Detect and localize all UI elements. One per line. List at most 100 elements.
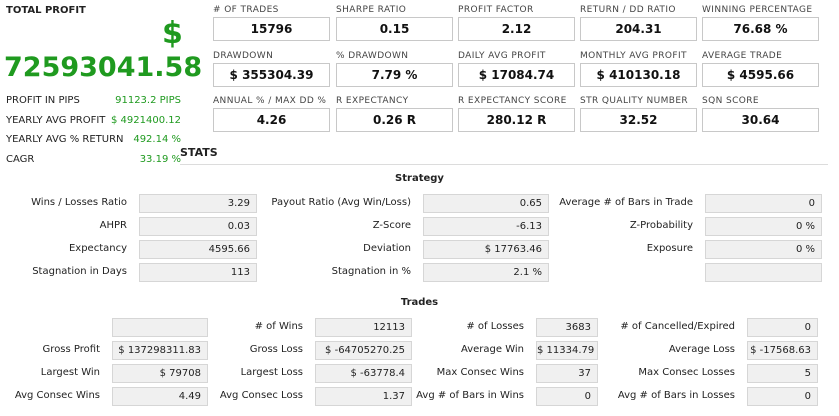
trades-label: Avg Consec Loss [219, 390, 303, 401]
strategy-value: -6.13 [423, 217, 549, 236]
trades-label: Gross Profit [42, 344, 100, 355]
metric-label: % DRAWDOWN [336, 51, 409, 61]
trades-value: 0 [747, 318, 818, 337]
trades-label: Largest Loss [240, 367, 303, 378]
strategy-value: 4595.66 [139, 240, 257, 259]
trades-title: Trades [400, 297, 439, 308]
metric-label: SQN SCORE [702, 96, 760, 106]
trades-label: Max Consec Losses [638, 367, 735, 378]
metric-label: DAILY AVG PROFIT [458, 51, 546, 61]
strategy-value: 0 [705, 194, 822, 213]
trades-label: Avg # of Bars in Wins [416, 390, 524, 401]
metric-value-box: $ 410130.18 [580, 63, 697, 87]
metric-label: # OF TRADES [213, 5, 279, 15]
metric-value-box: 0.15 [336, 17, 453, 41]
row-label: CAGR [6, 154, 35, 165]
left-row-yearly-avg-profit: YEARLY AVG PROFIT $ 4921400.12 [6, 115, 181, 126]
metric-label: R EXPECTANCY [336, 96, 409, 106]
strategy-label: Z-Score [372, 220, 411, 231]
metric-value-box: $ 17084.74 [458, 63, 575, 87]
metric-value-box: 7.79 % [336, 63, 453, 87]
row-value: 91123.2 PIPS [115, 95, 181, 106]
metric-value-box: $ 4595.66 [702, 63, 819, 87]
trades-label: # of Wins [254, 321, 303, 332]
strategy-value: 3.29 [139, 194, 257, 213]
row-value: 33.19 % [139, 154, 181, 165]
trades-label: Largest Win [40, 367, 100, 378]
trades-value: 0 [536, 387, 598, 406]
trades-label: Gross Loss [249, 344, 303, 355]
row-label: YEARLY AVG PROFIT [6, 115, 106, 126]
left-row-profit-pips: PROFIT IN PIPS 91123.2 PIPS [6, 95, 181, 106]
metric-label: WINNING PERCENTAGE [702, 5, 813, 15]
trades-value: 4.49 [112, 387, 208, 406]
trades-value: 5 [747, 364, 818, 383]
metric-value-box: 76.68 % [702, 17, 819, 41]
trades-label: Avg Consec Wins [14, 390, 100, 401]
trades-label: # of Losses [466, 321, 524, 332]
strategy-label: Average # of Bars in Trade [559, 197, 693, 208]
strategy-value [705, 263, 822, 282]
dollar-icon: $ [162, 16, 183, 51]
strategy-label: Payout Ratio (Avg Win/Loss) [271, 197, 411, 208]
row-value: 492.14 % [133, 134, 181, 145]
row-label: YEARLY AVG % RETURN [6, 134, 124, 145]
strategy-title: Strategy [395, 173, 444, 184]
stats-title: STATS [180, 146, 218, 159]
strategy-value: 0.03 [139, 217, 257, 236]
row-label: PROFIT IN PIPS [6, 95, 80, 106]
metric-label: DRAWDOWN [213, 51, 274, 61]
strategy-value: 0 % [705, 217, 822, 236]
metric-value-box: 0.26 R [336, 108, 453, 132]
total-profit-value: 72593041.58 [4, 52, 203, 83]
trades-label: Max Consec Wins [436, 367, 524, 378]
metric-label: ANNUAL % / MAX DD % [213, 96, 327, 106]
strategy-label: Deviation [363, 243, 411, 254]
metric-label: R EXPECTANCY SCORE [458, 96, 567, 106]
metric-value-box: 280.12 R [458, 108, 575, 132]
trades-label: # of Cancelled/Expired [620, 321, 735, 332]
metric-value-box: 2.12 [458, 17, 575, 41]
metric-label: SHARPE RATIO [336, 5, 407, 15]
trades-value: 3683 [536, 318, 598, 337]
total-profit-label: TOTAL PROFIT [6, 5, 86, 16]
metric-value-box: $ 355304.39 [213, 63, 330, 87]
trades-value: 37 [536, 364, 598, 383]
strategy-label: Stagnation in Days [32, 266, 127, 277]
trades-value: 12113 [315, 318, 412, 337]
stats-divider [180, 164, 828, 165]
strategy-label: Wins / Losses Ratio [31, 197, 127, 208]
trades-label: Avg # of Bars in Losses [617, 390, 735, 401]
strategy-label: Exposure [646, 243, 693, 254]
trades-value: $ 137298311.83 [112, 341, 208, 360]
row-value: $ 4921400.12 [111, 115, 181, 126]
strategy-label: Stagnation in % [331, 266, 411, 277]
trades-label: Average Win [460, 344, 524, 355]
strategy-value: 113 [139, 263, 257, 282]
metric-label: MONTHLY AVG PROFIT [580, 51, 687, 61]
metric-label: STR QUALITY NUMBER [580, 96, 689, 106]
metric-label: RETURN / DD RATIO [580, 5, 676, 15]
metric-value-box: 204.31 [580, 17, 697, 41]
metric-label: AVERAGE TRADE [702, 51, 783, 61]
trades-label: Average Loss [668, 344, 735, 355]
strategy-value: 2.1 % [423, 263, 549, 282]
strategy-value: 0.65 [423, 194, 549, 213]
trades-value: $ -17568.63 [747, 341, 818, 360]
strategy-label: AHPR [99, 220, 127, 231]
strategy-value: $ 17763.46 [423, 240, 549, 259]
trades-value: $ -64705270.25 [315, 341, 412, 360]
strategy-label: Expectancy [68, 243, 127, 254]
metric-value-box: 15796 [213, 17, 330, 41]
metric-value-box: 32.52 [580, 108, 697, 132]
metric-value-box: 30.64 [702, 108, 819, 132]
left-row-yearly-avg-return: YEARLY AVG % RETURN 492.14 % [6, 134, 181, 145]
trades-value: $ 11334.79 [536, 341, 598, 360]
strategy-value: 0 % [705, 240, 822, 259]
left-row-cagr: CAGR 33.19 % [6, 154, 181, 165]
trades-value [112, 318, 208, 337]
trades-value: $ 79708 [112, 364, 208, 383]
metric-value-box: 4.26 [213, 108, 330, 132]
trades-value: $ -63778.4 [315, 364, 412, 383]
trades-value: 1.37 [315, 387, 412, 406]
